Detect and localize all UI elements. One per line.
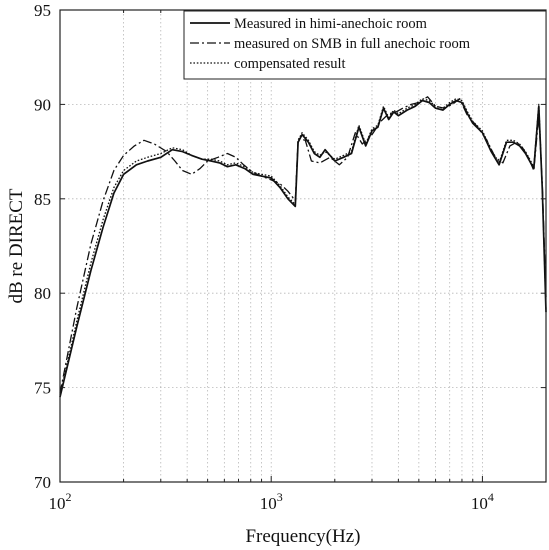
- y-tick-label: 75: [34, 379, 51, 398]
- legend-box: [183, 10, 547, 80]
- series-line-1: [59, 99, 547, 398]
- x-tick-label: 102: [49, 490, 72, 513]
- legend-label-1: Measured in himi-anechoic room: [234, 16, 428, 32]
- legend-label-3: compensated result: [234, 56, 346, 72]
- series-group: [59, 96, 547, 398]
- axis-ticks: 70 75 80 85 90 95 102 103 104: [34, 1, 547, 513]
- series-line-2: [59, 96, 547, 394]
- x-tick-label: 104: [471, 490, 494, 513]
- grid: [60, 10, 546, 482]
- y-tick-label: 80: [34, 284, 51, 303]
- y-tick-label: 90: [34, 95, 51, 114]
- y-tick-label: 70: [34, 473, 51, 492]
- x-tick-label: 103: [260, 490, 283, 513]
- series-line-3: [59, 98, 547, 396]
- legend-label-2: measured on SMB in full anechoic room: [234, 36, 471, 52]
- y-axis-title: dB re DIRECT: [6, 188, 27, 303]
- y-tick-label: 95: [34, 1, 51, 20]
- y-tick-label: 85: [34, 190, 51, 209]
- x-axis-title: Frequency(Hz): [245, 526, 360, 547]
- legend: Measured in himi-anechoic room measured o…: [183, 10, 547, 80]
- plot-frame: [59, 9, 547, 483]
